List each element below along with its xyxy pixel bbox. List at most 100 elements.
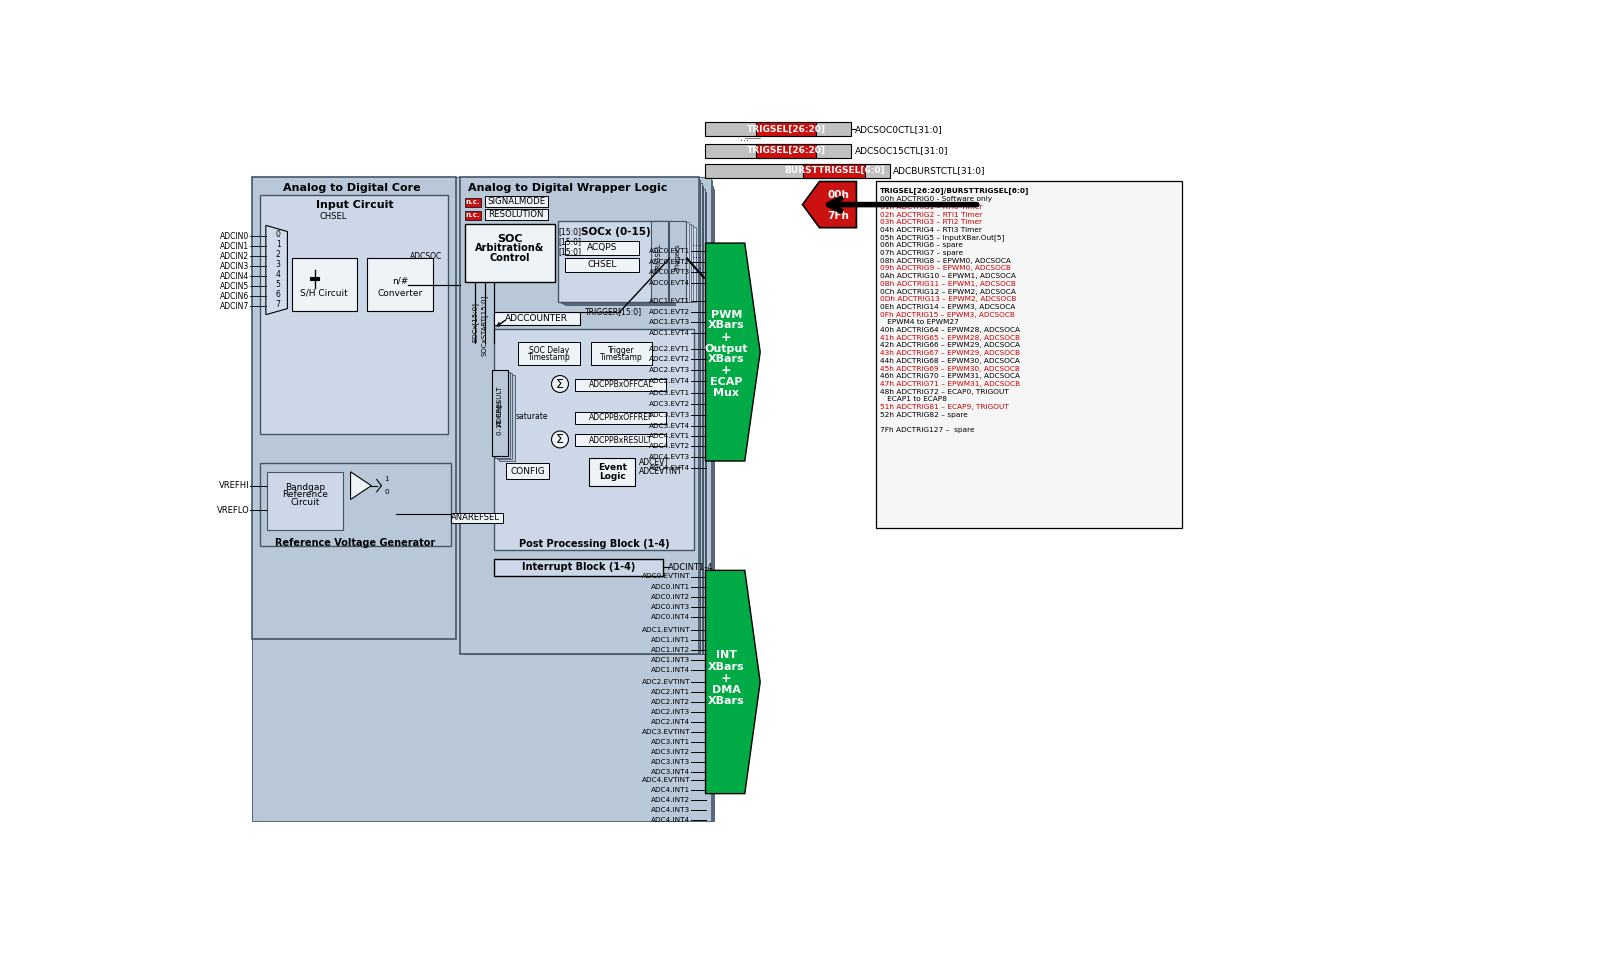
Bar xyxy=(650,220,668,303)
Text: TRIGSEL[26:20]/BURSTTRIGSEL[6:0]: TRIGSEL[26:20]/BURSTTRIGSEL[6:0] xyxy=(880,188,1028,194)
Bar xyxy=(563,225,675,304)
Bar xyxy=(499,564,665,580)
Text: n.c.: n.c. xyxy=(466,199,481,205)
Text: SOC: SOC xyxy=(497,234,523,245)
Text: Circuit: Circuit xyxy=(291,498,320,507)
Bar xyxy=(568,230,676,306)
Text: 0: 0 xyxy=(276,230,281,239)
Text: 0Fh ADCTRIG15 – EPWM3, ADCSOCB: 0Fh ADCTRIG15 – EPWM3, ADCSOCB xyxy=(880,311,1015,318)
Bar xyxy=(465,197,481,207)
Bar xyxy=(655,223,673,303)
Text: ADC2.EVT1: ADC2.EVT1 xyxy=(649,345,691,352)
Text: 01h ADCTRIG1 – RTI0 Timer: 01h ADCTRIG1 – RTI0 Timer xyxy=(880,204,981,210)
Bar xyxy=(495,561,663,578)
Text: ADC1.INT3: ADC1.INT3 xyxy=(650,658,691,663)
Bar xyxy=(260,462,450,545)
Polygon shape xyxy=(705,571,760,794)
Text: XBars: XBars xyxy=(709,661,744,672)
Text: n.c.: n.c. xyxy=(466,213,481,219)
Text: CHSEL: CHSEL xyxy=(320,212,347,220)
Bar xyxy=(492,370,508,456)
Text: 07h ADCTRIG7 – spare: 07h ADCTRIG7 – spare xyxy=(880,250,962,256)
Bar xyxy=(876,182,1181,528)
Text: ADC4.EVT4: ADC4.EVT4 xyxy=(649,465,691,471)
Polygon shape xyxy=(802,182,857,227)
Text: [15:0]: [15:0] xyxy=(558,227,581,236)
Text: 46h ADCTRIG70 – EPWM31, ADCSOCA: 46h ADCTRIG70 – EPWM31, ADCSOCA xyxy=(880,373,1020,379)
Text: Reference Voltage Generator: Reference Voltage Generator xyxy=(274,538,436,547)
Bar xyxy=(500,336,696,552)
Text: Logic: Logic xyxy=(599,472,626,481)
Bar xyxy=(497,373,512,459)
Text: 7: 7 xyxy=(276,300,281,309)
Text: Analog to Digital Wrapper Logic: Analog to Digital Wrapper Logic xyxy=(468,183,667,192)
Bar xyxy=(565,258,639,272)
Text: ADC3.INT2: ADC3.INT2 xyxy=(650,749,691,755)
Text: XBars: XBars xyxy=(709,320,744,331)
Bar xyxy=(268,472,342,530)
Bar xyxy=(463,180,700,655)
Text: SIGNALMODE: SIGNALMODE xyxy=(487,197,546,206)
Text: ADC1.INT2: ADC1.INT2 xyxy=(650,648,691,654)
Text: ACQPS: ACQPS xyxy=(587,244,618,252)
Bar xyxy=(659,225,675,303)
Bar xyxy=(518,341,579,365)
Text: ADC1.EVT4: ADC1.EVT4 xyxy=(649,330,691,337)
Bar xyxy=(252,177,710,821)
Bar xyxy=(292,258,357,310)
Text: ADCPPBxRESULT: ADCPPBxRESULT xyxy=(589,436,652,445)
Text: ADCEVT: ADCEVT xyxy=(639,458,670,467)
Text: 09h ADCTRIG9 – EPWM0, ADCSOCB: 09h ADCTRIG9 – EPWM0, ADCSOCB xyxy=(880,266,1010,272)
Bar xyxy=(757,122,817,136)
Bar xyxy=(494,371,510,458)
Bar xyxy=(678,227,696,303)
Text: 0Dh ADCTRIG13 – EPWM2, ADCSOCB: 0Dh ADCTRIG13 – EPWM2, ADCSOCB xyxy=(880,296,1015,303)
Text: 03h ADCTRIG3 – RTI2 Timer: 03h ADCTRIG3 – RTI2 Timer xyxy=(880,220,981,225)
Text: 47h ADCTRIG71 – EPWM31, ADCSOCB: 47h ADCTRIG71 – EPWM31, ADCSOCB xyxy=(880,381,1020,387)
Text: 52h ADCTRIG82 – spare: 52h ADCTRIG82 – spare xyxy=(880,412,967,418)
Text: Timestamp: Timestamp xyxy=(600,353,642,363)
Text: ADC0.INT4: ADC0.INT4 xyxy=(650,613,691,620)
Bar xyxy=(558,220,673,303)
Text: Output: Output xyxy=(705,343,747,354)
Bar xyxy=(676,225,692,303)
Bar xyxy=(494,311,579,326)
Text: 05h ADCTRIG5 – InputXBar.Out[5]: 05h ADCTRIG5 – InputXBar.Out[5] xyxy=(880,234,1004,241)
Text: TRIGSEL[26:20]: TRIGSEL[26:20] xyxy=(747,146,826,155)
Text: ADCRESULT: ADCRESULT xyxy=(497,385,504,425)
Text: VREFLO: VREFLO xyxy=(216,506,250,514)
Bar xyxy=(500,566,665,583)
Text: +: + xyxy=(721,331,731,343)
Text: ADCIN6: ADCIN6 xyxy=(220,292,249,301)
Bar xyxy=(460,177,699,655)
Text: ADC0.INT3: ADC0.INT3 xyxy=(650,603,691,609)
Text: [15:0]: [15:0] xyxy=(558,247,581,256)
Bar xyxy=(560,223,673,303)
Text: ADCIN2: ADCIN2 xyxy=(220,251,249,261)
Text: ADC1.EVTINT: ADC1.EVTINT xyxy=(642,628,691,633)
Bar xyxy=(494,559,663,575)
Text: 04h ADCTRIG4 – RTI3 Timer: 04h ADCTRIG4 – RTI3 Timer xyxy=(880,227,981,233)
Text: SOC Delay: SOC Delay xyxy=(529,345,570,355)
Bar xyxy=(671,222,689,303)
Bar xyxy=(565,241,639,254)
Text: ADC3.INT4: ADC3.INT4 xyxy=(650,769,691,776)
Text: Converter: Converter xyxy=(378,288,423,298)
Text: ADC2.INT4: ADC2.INT4 xyxy=(650,719,691,725)
Bar xyxy=(257,180,712,821)
Text: ...: ... xyxy=(692,249,702,260)
Text: ADCSOC: ADCSOC xyxy=(410,251,442,261)
Bar xyxy=(504,568,667,585)
Text: ADCIN3: ADCIN3 xyxy=(220,262,249,271)
Text: 44h ADCTRIG68 – EPWM30, ADCSOCA: 44h ADCTRIG68 – EPWM30, ADCSOCA xyxy=(880,358,1020,364)
Bar xyxy=(705,144,851,158)
Text: 0Ch ADCTRIG12 – EPWM2, ADCSOCA: 0Ch ADCTRIG12 – EPWM2, ADCSOCA xyxy=(880,288,1015,295)
Text: ADCINT1-4: ADCINT1-4 xyxy=(668,563,713,571)
Bar xyxy=(660,227,676,303)
Text: 0-15 Regs: 0-15 Regs xyxy=(497,400,504,435)
Bar xyxy=(260,195,449,434)
Text: ADC3.EVT4: ADC3.EVT4 xyxy=(649,423,691,428)
Text: Interrupt Block (1-4): Interrupt Block (1-4) xyxy=(521,562,636,572)
Text: 6: 6 xyxy=(276,290,281,299)
Bar xyxy=(494,329,694,550)
